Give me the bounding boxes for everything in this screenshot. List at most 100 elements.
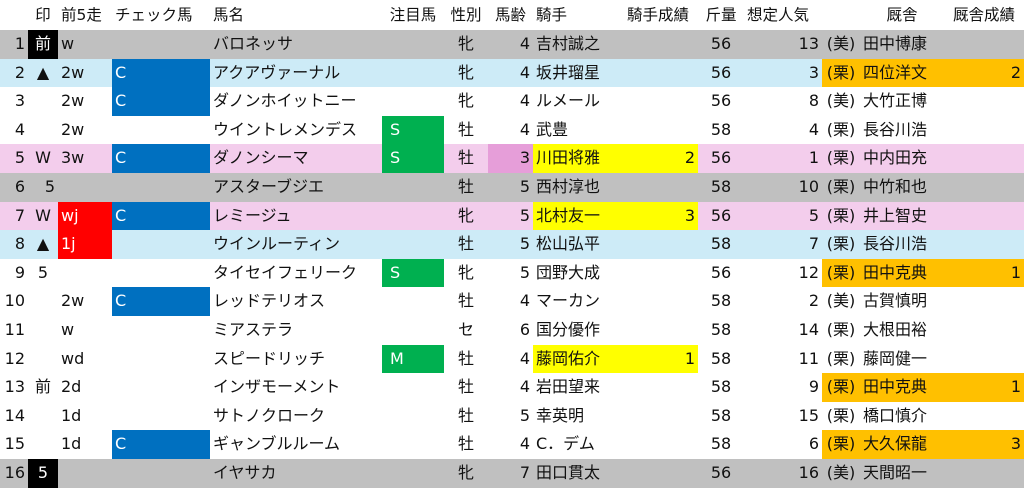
- sex-cell[interactable]: 牝: [457, 463, 474, 482]
- horse-name[interactable]: タイセイフェリーク: [213, 262, 358, 282]
- jockey-rate-cell[interactable]: [618, 230, 698, 259]
- trainer-rate-cell[interactable]: [944, 459, 1024, 488]
- header-prev5[interactable]: 前5走: [61, 6, 102, 24]
- region-cell[interactable]: (美): [826, 463, 856, 482]
- table-row[interactable]: 11 w ミアステラ セ 6 国分優作 58 14 (栗) 大根田裕: [0, 316, 1024, 345]
- age-cell[interactable]: 4: [519, 377, 530, 397]
- age-cell[interactable]: 4: [519, 34, 530, 53]
- prev5-cell[interactable]: w: [61, 320, 75, 339]
- mark-cell[interactable]: 5: [37, 262, 49, 282]
- age-cell[interactable]: 4: [519, 434, 530, 454]
- trainer-rate-cell[interactable]: 1: [944, 373, 1024, 402]
- sex-cell[interactable]: 牡: [457, 405, 474, 425]
- check-cell[interactable]: C: [112, 201, 210, 231]
- horse-name[interactable]: ギャンブルルーム: [213, 434, 341, 454]
- row-number[interactable]: 3: [14, 91, 25, 111]
- attention-cell[interactable]: [382, 459, 444, 488]
- popularity-cell[interactable]: 16: [798, 463, 819, 482]
- jockey-cell[interactable]: 松山弘平: [536, 234, 601, 254]
- table-row[interactable]: 8 ▲ 1j ウインルーティン 牡 5 松山弘平 58 7 (栗) 長谷川浩: [0, 230, 1024, 259]
- mark-cell[interactable]: [28, 316, 58, 345]
- horse-name[interactable]: ダノンホイットニー: [213, 91, 357, 111]
- trainer-cell[interactable]: 天間昭一: [863, 463, 928, 482]
- popularity-cell[interactable]: 9: [808, 377, 819, 397]
- trainer-cell[interactable]: 橋口慎介: [863, 405, 928, 425]
- header-trainer-rate[interactable]: 厩舎成績: [952, 6, 1015, 24]
- weight-cell[interactable]: 58: [710, 291, 732, 311]
- table-row[interactable]: 9 5 タイセイフェリーク S 牝 5 団野大成 56 12 (栗) 田中克典 1: [0, 258, 1024, 288]
- table-row[interactable]: 15 1d C ギャンブルルーム 牡 4 C．デム 58 6 (栗) 大久保龍 3: [0, 430, 1024, 459]
- attention-cell[interactable]: [382, 316, 444, 345]
- weight-cell[interactable]: 56: [710, 34, 732, 53]
- trainer-cell[interactable]: 田中克典: [860, 258, 944, 288]
- attention-cell[interactable]: [382, 430, 444, 459]
- table-row[interactable]: 4 2w ウイントレメンデス S 牡 4 武豊 58 4 (栗) 長谷川浩: [0, 115, 1024, 145]
- trainer-rate-cell[interactable]: [944, 144, 1024, 173]
- mark-cell[interactable]: [28, 402, 58, 431]
- popularity-cell[interactable]: 5: [808, 205, 819, 225]
- age-cell[interactable]: 5: [519, 405, 530, 425]
- jockey-cell[interactable]: 国分優作: [536, 320, 601, 339]
- check-cell[interactable]: [112, 30, 210, 59]
- age-cell[interactable]: 6: [519, 320, 530, 339]
- popularity-cell[interactable]: 1: [808, 148, 819, 168]
- row-number[interactable]: 6: [14, 177, 25, 196]
- jockey-rate-cell[interactable]: 1: [618, 344, 698, 374]
- popularity-cell[interactable]: 10: [798, 177, 819, 196]
- prev5-cell[interactable]: 1j: [58, 230, 112, 259]
- trainer-cell[interactable]: 田中克典: [860, 373, 944, 402]
- trainer-rate-cell[interactable]: [944, 402, 1024, 431]
- jockey-cell[interactable]: 団野大成: [536, 262, 601, 282]
- weight-cell[interactable]: 56: [710, 262, 732, 282]
- table-row[interactable]: 1 前 w バロネッサ 牝 4 吉村誠之 56 13 (美) 田中博康: [0, 30, 1024, 59]
- header-trainer[interactable]: 厩舎: [886, 6, 918, 24]
- check-cell[interactable]: [112, 316, 210, 345]
- sex-cell[interactable]: 牡: [457, 148, 474, 168]
- table-row[interactable]: 3 2w C ダノンホイットニー 牝 4 ルメール 56 8 (美) 大竹正博: [0, 87, 1024, 116]
- age-cell[interactable]: 5: [519, 205, 530, 225]
- check-cell[interactable]: C: [112, 87, 210, 116]
- prev5-cell[interactable]: w: [61, 34, 75, 53]
- jockey-rate-cell[interactable]: [618, 173, 698, 202]
- trainer-rate-cell[interactable]: [944, 116, 1024, 145]
- header-popularity[interactable]: 想定人気: [747, 6, 810, 24]
- age-cell[interactable]: 5: [519, 234, 530, 254]
- header-weight[interactable]: 斤量: [705, 6, 737, 24]
- popularity-cell[interactable]: 13: [798, 34, 819, 53]
- row-number[interactable]: 4: [14, 119, 25, 139]
- trainer-rate-cell[interactable]: [944, 30, 1024, 59]
- sex-cell[interactable]: 牡: [457, 377, 474, 397]
- prev5-cell[interactable]: [58, 459, 112, 488]
- attention-cell[interactable]: [382, 287, 444, 316]
- row-number[interactable]: 12: [4, 348, 25, 368]
- sex-cell[interactable]: 牡: [457, 234, 474, 254]
- row-number[interactable]: 11: [4, 320, 25, 339]
- jockey-rate-cell[interactable]: [618, 430, 698, 459]
- check-cell[interactable]: [112, 230, 210, 259]
- jockey-rate-cell[interactable]: [618, 259, 698, 288]
- prev5-cell[interactable]: 2d: [61, 377, 82, 397]
- horse-name[interactable]: イヤサカ: [213, 463, 277, 482]
- jockey-rate-cell[interactable]: [618, 116, 698, 145]
- mark-cell[interactable]: 前: [28, 30, 58, 59]
- trainer-cell[interactable]: 田中博康: [863, 34, 928, 53]
- age-cell[interactable]: 4: [519, 348, 530, 368]
- table-row[interactable]: 2 ▲ 2w C アクアヴァーナル牝 4 坂井瑠星 56 3 (栗) 四位洋文 2: [0, 58, 1024, 88]
- jockey-rate-cell[interactable]: 2: [618, 144, 698, 173]
- table-row[interactable]: 16 5 イヤサカ牝 7 田口貫太 56 16 (美) 天間昭一: [0, 459, 1024, 488]
- weight-cell[interactable]: 58: [710, 119, 732, 139]
- prev5-cell[interactable]: 1d: [61, 405, 82, 425]
- sex-cell[interactable]: セ: [457, 320, 474, 339]
- check-cell[interactable]: C: [112, 144, 210, 173]
- trainer-rate-cell[interactable]: 3: [944, 430, 1024, 459]
- horse-name[interactable]: レッドテリオス: [213, 291, 326, 311]
- age-cell[interactable]: 4: [519, 62, 530, 82]
- attention-cell[interactable]: S: [382, 258, 444, 288]
- popularity-cell[interactable]: 6: [808, 434, 819, 454]
- mark-cell[interactable]: 5: [44, 177, 56, 196]
- prev5-cell[interactable]: 2w: [61, 119, 85, 139]
- weight-cell[interactable]: 58: [710, 405, 732, 425]
- header-name[interactable]: 馬名: [213, 6, 245, 24]
- attention-cell[interactable]: [382, 173, 444, 202]
- weight-cell[interactable]: 58: [710, 177, 732, 196]
